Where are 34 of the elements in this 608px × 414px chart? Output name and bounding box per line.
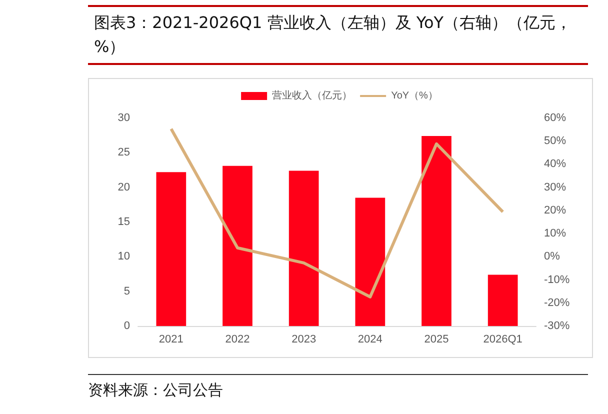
y-tick-label: 30 [118, 112, 130, 124]
bar [288, 170, 319, 326]
y-tick-label: 25 [118, 146, 130, 159]
y2-tick-label: 50% [544, 135, 566, 148]
y-tick-label: 5 [124, 285, 130, 298]
legend-label: 营业收入（亿元） [272, 90, 352, 102]
y2-tick-label: 40% [544, 158, 566, 170]
text: 资料来源：公司公告 [88, 374, 588, 400]
x-tick-label: 2021 [158, 334, 184, 346]
line-series [170, 127, 504, 298]
bar [488, 274, 518, 326]
x-tick-label: 2024 [358, 334, 382, 346]
x-tick-label: 2026Q1 [483, 334, 522, 346]
x-tick-label: 2023 [292, 334, 316, 346]
y2-tick-label: -10% [544, 274, 570, 286]
y-tick-label: 10 [118, 250, 130, 263]
y2-tick-label: 20% [544, 204, 566, 216]
y-tick-label: 0 [124, 320, 130, 332]
y2-tick-label: 30% [544, 181, 566, 194]
bar [222, 166, 252, 326]
x-tick-label: 2025 [424, 334, 449, 346]
y2-tick-label: -20% [544, 296, 570, 309]
y2-tick-label: 0% [544, 250, 560, 263]
bar [355, 198, 386, 326]
y2-tick-label: 60% [544, 112, 566, 124]
x-tick-label: 2022 [225, 334, 250, 346]
bar [422, 136, 452, 326]
y-tick-label: 15 [118, 216, 130, 228]
legend-label: YoY（%） [391, 90, 438, 102]
chart-title: 图表3：2021-2026Q1 营业收入（左轴）及 YoY（右轴）（亿元，%） [88, 5, 588, 65]
y2-tick-label: 10% [544, 228, 566, 240]
bar [156, 172, 186, 326]
y2-tick-label: -30% [544, 320, 570, 332]
y-tick-label: 20 [118, 181, 130, 194]
